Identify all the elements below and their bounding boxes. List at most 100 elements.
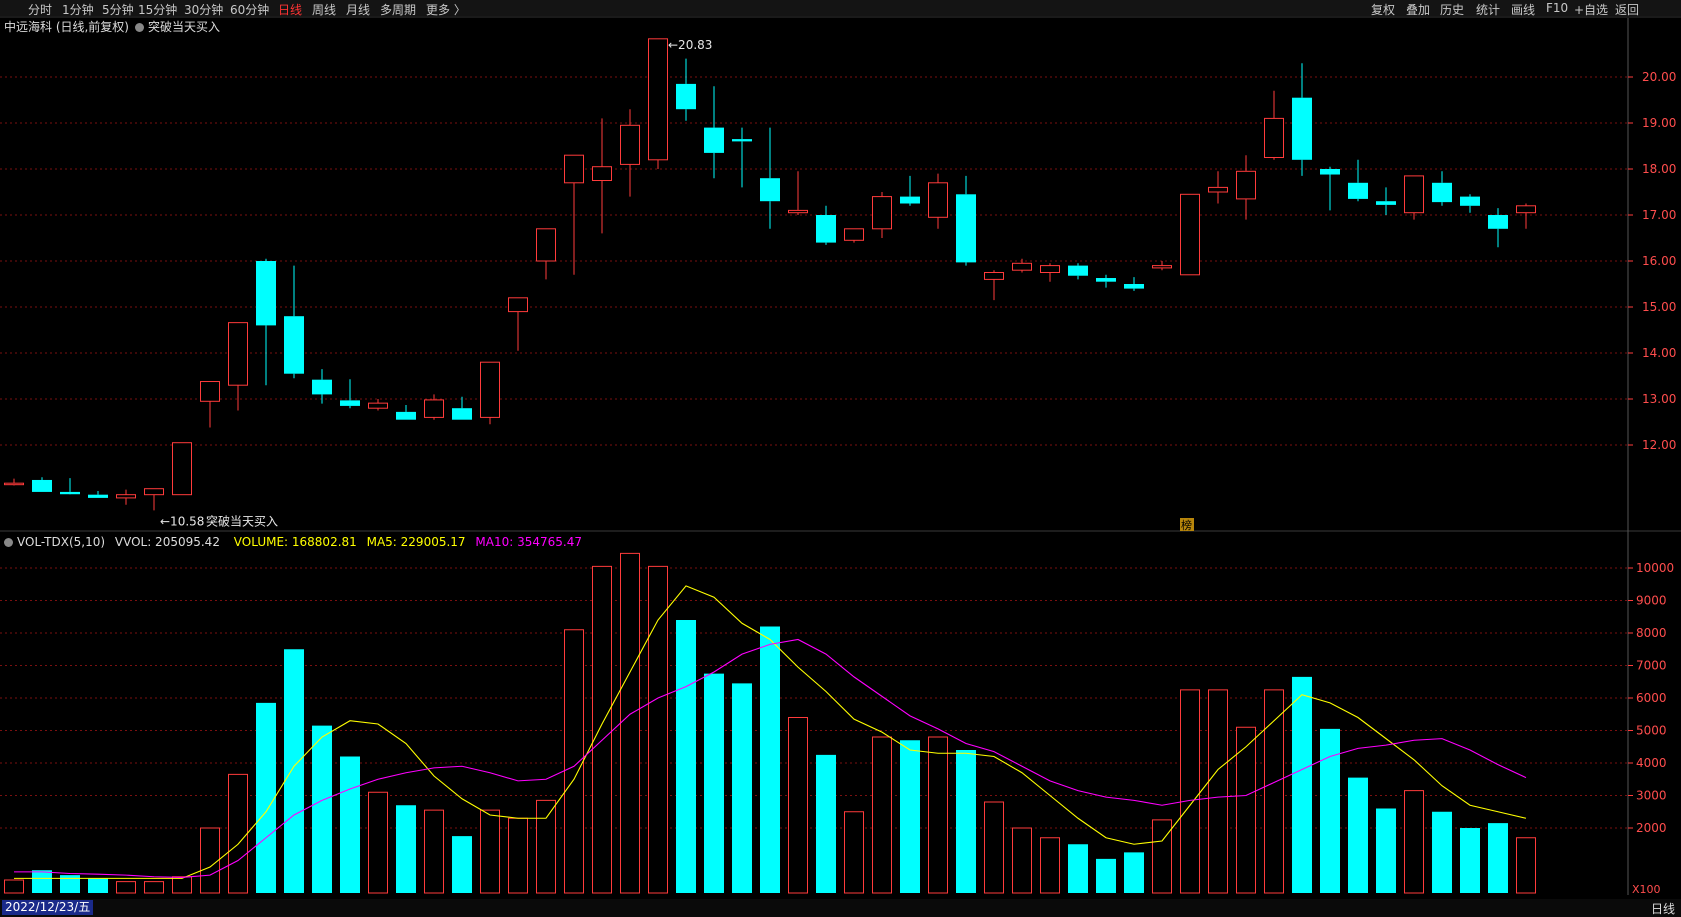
candle-body-up xyxy=(648,38,668,161)
volume-header: VOL-TDX(5,10) VVOL: 205095.42 VOLUME: 16… xyxy=(4,535,582,549)
price-tick-label: 12.00 xyxy=(1642,438,1676,452)
candle-body-up xyxy=(1264,117,1284,158)
volume-tick-label: 9000 xyxy=(1636,594,1667,608)
volume-bar-up xyxy=(144,881,164,894)
candle-body-up xyxy=(1516,205,1536,214)
period-tab-3[interactable]: 15分钟 xyxy=(138,3,178,17)
period-tab-6[interactable]: 日线 xyxy=(278,3,303,17)
candle-body-up xyxy=(984,272,1004,280)
candle-body-up xyxy=(1404,175,1424,214)
volume-bar-up xyxy=(424,809,444,894)
price-tick-label: 18.00 xyxy=(1642,162,1676,176)
ma10-value: MA10: 354765.47 xyxy=(475,535,582,549)
vol-indicator-name[interactable]: VOL-TDX(5,10) xyxy=(17,535,106,549)
volume-bar-up xyxy=(1516,837,1536,894)
tool-button-5[interactable]: F10 xyxy=(1546,1,1569,15)
candle-body-up xyxy=(1236,170,1256,200)
candle-body-down xyxy=(1432,182,1452,203)
badge-label: 榜 xyxy=(1181,518,1192,532)
period-tab-4[interactable]: 30分钟 xyxy=(184,3,224,17)
volume-bar-up xyxy=(508,817,528,894)
candle-body-down xyxy=(676,83,696,110)
candle-body-down xyxy=(312,379,332,395)
ma5-line xyxy=(14,585,1527,879)
volume-bar-down xyxy=(900,740,920,893)
period-toolbar xyxy=(0,0,1681,16)
candle-body-down xyxy=(1488,215,1508,229)
volume-bar-down xyxy=(704,673,724,893)
volume-bar-up xyxy=(984,801,1004,894)
candle-body-down xyxy=(956,194,976,263)
period-tab-8[interactable]: 月线 xyxy=(346,3,371,17)
tool-button-7[interactable]: 返回 xyxy=(1615,3,1640,17)
indicator-name[interactable]: 突破当天买入 xyxy=(148,20,221,34)
candle-body-down xyxy=(760,178,780,202)
candle-body-up xyxy=(1152,265,1172,269)
tool-button-1[interactable]: 叠加 xyxy=(1406,3,1431,17)
volume-bar-up xyxy=(228,773,248,894)
volume-bar-up xyxy=(116,881,136,894)
candle-body-up xyxy=(844,228,864,241)
volume-bar-up xyxy=(1264,689,1284,894)
candle-body-up xyxy=(368,402,388,409)
period-tab-7[interactable]: 周线 xyxy=(312,3,337,17)
period-tab-9[interactable]: 多周期 xyxy=(380,3,417,17)
volume-bar-up xyxy=(928,736,948,894)
chart-title: 中远海科 (日线,前复权) 突破当天买入 xyxy=(4,18,220,35)
volume-bar-down xyxy=(284,649,304,893)
volume-tick-label: 7000 xyxy=(1636,659,1667,673)
volume-bar-up xyxy=(1152,819,1172,894)
candle-body-up xyxy=(116,494,136,499)
volume-bar-up xyxy=(648,565,668,894)
candle-body-up xyxy=(228,322,248,386)
tool-button-2[interactable]: 历史 xyxy=(1440,3,1465,17)
tool-button-6[interactable]: +自选 xyxy=(1574,3,1609,17)
candle-body-up xyxy=(1208,186,1228,193)
price-tick-label: 17.00 xyxy=(1642,208,1676,222)
tool-button-4[interactable]: 画线 xyxy=(1511,3,1536,17)
period-tab-0[interactable]: 分时 xyxy=(28,3,53,17)
candle-body-up xyxy=(200,381,220,402)
volume-bar-down xyxy=(1460,828,1480,893)
candle-body-down xyxy=(32,479,52,492)
period-tab-1[interactable]: 1分钟 xyxy=(62,3,94,17)
period-tab-2[interactable]: 5分钟 xyxy=(102,3,134,17)
candle-body-up xyxy=(872,196,892,230)
volume-bar-down xyxy=(816,754,836,893)
candle-body-down xyxy=(60,491,80,495)
volume-tick-label: 3000 xyxy=(1636,789,1667,803)
tool-button-0[interactable]: 复权 xyxy=(1371,3,1396,17)
price-tick-label: 14.00 xyxy=(1642,346,1676,360)
volume-bar-down xyxy=(1376,808,1396,893)
candle-body-up xyxy=(4,482,24,486)
volume-tick-label: 4000 xyxy=(1636,756,1667,770)
volume-bar-down xyxy=(1320,728,1340,893)
volume-bar-down xyxy=(1292,676,1312,893)
candle-body-down xyxy=(256,261,276,326)
volume-tick-label: 6000 xyxy=(1636,691,1667,705)
volume-bar-down xyxy=(60,875,80,893)
low-price-label: ←10.58 xyxy=(160,514,204,528)
candle-body-up xyxy=(424,399,444,418)
volume-bar-down xyxy=(1068,844,1088,893)
volume-bar-down xyxy=(760,626,780,893)
ma5-value: MA5: 229005.17 xyxy=(366,535,466,549)
candle-body-up xyxy=(592,166,612,181)
cursor-date: 2022/12/23/五 xyxy=(2,900,94,915)
price-tick-label: 13.00 xyxy=(1642,392,1676,406)
tool-button-3[interactable]: 统计 xyxy=(1476,3,1501,17)
volume-bar-down xyxy=(732,683,752,893)
stock-title: 中远海科 (日线,前复权) xyxy=(4,20,129,34)
indicator-toggle-icon[interactable] xyxy=(135,23,144,32)
volume-bar-down xyxy=(452,836,472,893)
period-tab-10[interactable]: 更多 〉 xyxy=(426,3,466,17)
tab-daily[interactable]: 日线 xyxy=(1650,902,1675,916)
candle-body-down xyxy=(900,196,920,204)
volume-tick-label: 5000 xyxy=(1636,724,1667,738)
volume-toggle-icon[interactable] xyxy=(4,538,13,547)
volume-bar-up xyxy=(1180,689,1200,894)
volume-bar-down xyxy=(956,750,976,893)
candle-body-down xyxy=(704,127,724,153)
period-tab-5[interactable]: 60分钟 xyxy=(230,3,270,17)
